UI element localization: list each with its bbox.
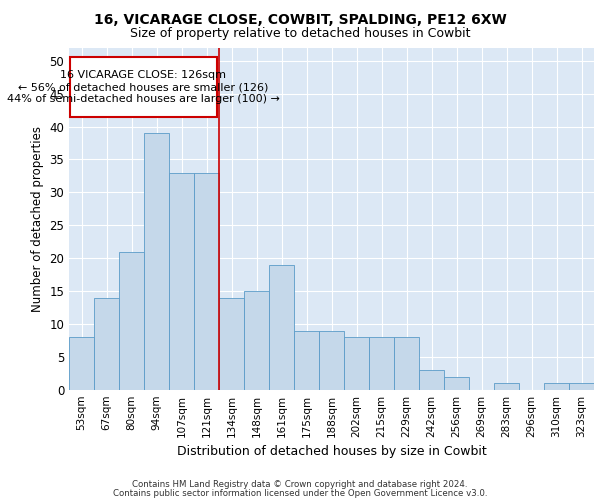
Bar: [244, 291, 269, 390]
Bar: [369, 338, 394, 390]
Text: Size of property relative to detached houses in Cowbit: Size of property relative to detached ho…: [130, 28, 470, 40]
Bar: [419, 370, 444, 390]
Bar: [269, 265, 294, 390]
X-axis label: Distribution of detached houses by size in Cowbit: Distribution of detached houses by size …: [176, 446, 487, 458]
Text: Contains public sector information licensed under the Open Government Licence v3: Contains public sector information licen…: [113, 490, 487, 498]
Bar: [544, 384, 569, 390]
Bar: [294, 330, 319, 390]
Bar: [119, 252, 144, 390]
Text: Contains HM Land Registry data © Crown copyright and database right 2024.: Contains HM Land Registry data © Crown c…: [132, 480, 468, 489]
Bar: [319, 330, 344, 390]
Bar: [194, 172, 219, 390]
Bar: [344, 338, 369, 390]
Bar: [69, 338, 94, 390]
Bar: [444, 377, 469, 390]
Y-axis label: Number of detached properties: Number of detached properties: [31, 126, 44, 312]
Bar: [144, 133, 169, 390]
Bar: [569, 384, 594, 390]
Text: 16 VICARAGE CLOSE: 126sqm
← 56% of detached houses are smaller (126)
44% of semi: 16 VICARAGE CLOSE: 126sqm ← 56% of detac…: [7, 70, 280, 104]
Bar: [94, 298, 119, 390]
Text: 16, VICARAGE CLOSE, COWBIT, SPALDING, PE12 6XW: 16, VICARAGE CLOSE, COWBIT, SPALDING, PE…: [94, 12, 506, 26]
Bar: [494, 384, 519, 390]
Bar: [219, 298, 244, 390]
Bar: [70, 58, 217, 116]
Bar: [169, 172, 194, 390]
Bar: [394, 338, 419, 390]
